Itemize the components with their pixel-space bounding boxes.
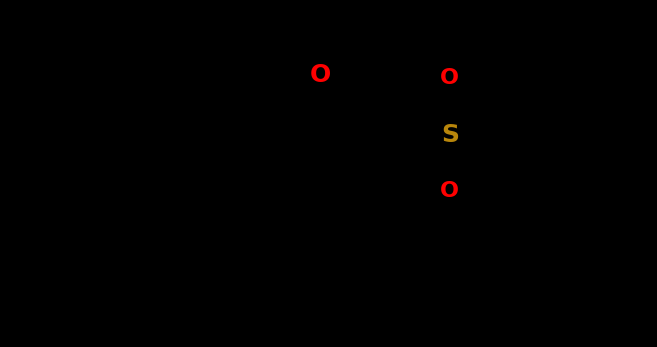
Text: O: O <box>440 68 459 88</box>
Text: O: O <box>309 62 330 86</box>
Text: O: O <box>440 181 459 201</box>
Text: S: S <box>441 122 459 146</box>
